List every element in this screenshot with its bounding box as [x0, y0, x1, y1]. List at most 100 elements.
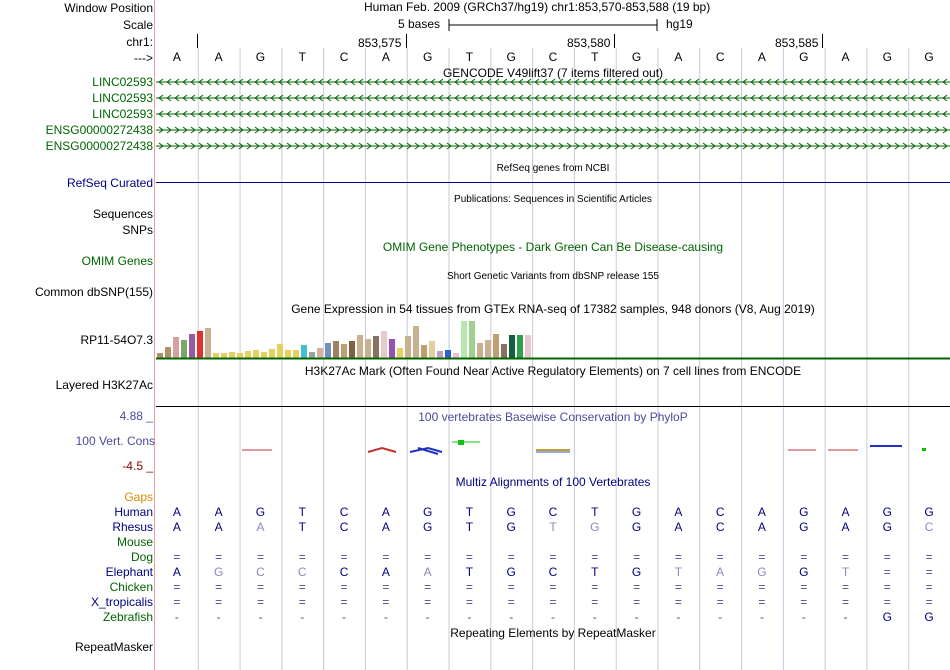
- multiz-base: T: [841, 565, 850, 579]
- multiz-base: =: [215, 595, 223, 609]
- gtex-bar: [341, 344, 347, 358]
- multiz-base: =: [925, 550, 933, 564]
- repeatmasker-track-label[interactable]: RepeatMasker: [74, 640, 153, 654]
- multiz-base: G: [924, 610, 934, 624]
- gencode-item-label[interactable]: LINC02593: [92, 107, 153, 121]
- multiz-base: A: [381, 505, 390, 519]
- multiz-base: -: [801, 610, 806, 624]
- multiz-species-label[interactable]: Elephant: [105, 565, 153, 579]
- snps-track-label[interactable]: SNPs: [122, 223, 153, 237]
- gtex-bar: [477, 343, 483, 358]
- gencode-item-feature[interactable]: [156, 123, 950, 137]
- reference-base: A: [381, 50, 390, 64]
- multiz-base: C: [715, 505, 725, 519]
- multiz-species-label[interactable]: Mouse: [116, 535, 153, 549]
- multiz-base: =: [465, 595, 473, 609]
- multiz-base: =: [674, 595, 682, 609]
- multiz-base: =: [883, 595, 891, 609]
- multiz-base: T: [674, 565, 683, 579]
- multiz-base: G: [214, 565, 224, 579]
- multiz-base: G: [506, 565, 516, 579]
- multiz-base: C: [297, 565, 307, 579]
- multiz-species-label[interactable]: Chicken: [109, 580, 153, 594]
- multiz-species-label[interactable]: Zebrafish: [102, 610, 153, 624]
- multiz-base: =: [842, 580, 850, 594]
- multiz-species-label[interactable]: Rhesus: [112, 520, 153, 534]
- sequences-track-label[interactable]: Sequences: [92, 207, 153, 221]
- h3k27ac-track-label[interactable]: Layered H3K27Ac: [55, 378, 153, 392]
- multiz-base: G: [924, 505, 934, 519]
- multiz-base: =: [465, 580, 473, 594]
- gtex-bar: [493, 334, 499, 358]
- multiz-base: G: [631, 520, 642, 534]
- reference-base: G: [255, 50, 266, 64]
- omim-track-label[interactable]: OMIM Genes: [81, 254, 153, 268]
- gtex-bar: [173, 337, 179, 358]
- multiz-base: =: [298, 595, 306, 609]
- multiz-base: G: [590, 520, 600, 534]
- reference-base: T: [465, 50, 474, 64]
- multiz-base: A: [172, 505, 181, 519]
- multiz-base: =: [591, 550, 599, 564]
- gencode-item-label[interactable]: LINC02593: [92, 75, 153, 89]
- refseq-track-label[interactable]: RefSeq Curated: [66, 176, 153, 190]
- reference-base: G: [422, 50, 433, 64]
- multiz-base: C: [548, 505, 558, 519]
- gtex-bar: [213, 353, 219, 358]
- multiz-track-title: Multiz Alignments of 100 Vertebrates: [455, 475, 651, 489]
- multiz-base: T: [465, 565, 474, 579]
- dbsnp-track-label[interactable]: Common dbSNP(155): [34, 285, 153, 299]
- multiz-species-label[interactable]: Human: [114, 505, 153, 519]
- gencode-item-feature[interactable]: [156, 91, 950, 105]
- multiz-species-label[interactable]: Dog: [130, 550, 153, 564]
- gencode-item-feature[interactable]: [156, 75, 950, 89]
- multiz-base: -: [551, 610, 555, 624]
- cons-track-label[interactable]: 100 Vert. Cons: [75, 434, 155, 448]
- gtex-bar: [293, 350, 299, 358]
- gencode-item-feature[interactable]: [156, 139, 950, 153]
- cons-marks: [242, 440, 926, 455]
- refseq-line: [156, 182, 950, 183]
- multiz-species-label[interactable]: X_tropicalis: [90, 595, 153, 609]
- gtex-bar: [429, 341, 435, 358]
- multiz-base: -: [759, 610, 764, 624]
- gtex-bar: [317, 348, 323, 358]
- multiz-base: =: [883, 550, 891, 564]
- multiz-base: =: [758, 595, 766, 609]
- gencode-item-label[interactable]: ENSG00000272438: [45, 139, 153, 153]
- gencode-item-feature[interactable]: [156, 107, 950, 121]
- multiz-base: A: [423, 565, 432, 579]
- multiz-base: G: [882, 520, 892, 534]
- multiz-base: =: [173, 580, 181, 594]
- multiz-base: =: [507, 595, 515, 609]
- cons-track-title: 100 vertebrates Basewise Conservation by…: [418, 410, 688, 424]
- gtex-bar: [413, 326, 419, 358]
- gtex-bar: [349, 341, 355, 358]
- reference-base: C: [548, 50, 558, 64]
- gtex-bar: [525, 335, 531, 358]
- gtex-bar: [365, 339, 371, 358]
- multiz-base: C: [256, 565, 265, 579]
- gtex-bar: [269, 349, 275, 358]
- multiz-base: =: [256, 580, 264, 594]
- gtex-bar: [397, 348, 403, 358]
- multiz-base: =: [716, 580, 724, 594]
- gtex-track-label[interactable]: RP11-54O7.3: [80, 333, 154, 347]
- multiz-base: =: [883, 580, 891, 594]
- multiz-base: =: [549, 595, 557, 609]
- gencode-item-label[interactable]: ENSG00000272438: [45, 123, 153, 137]
- multiz-base: T: [298, 505, 306, 519]
- gencode-item-label[interactable]: LINC02593: [92, 91, 153, 105]
- reference-base: A: [757, 50, 766, 64]
- multiz-base: =: [382, 580, 390, 594]
- multiz-base: C: [548, 565, 558, 579]
- multiz-base: A: [757, 505, 766, 519]
- multiz-base: =: [633, 595, 641, 609]
- gtex-bar: [261, 352, 267, 358]
- gtex-bar: [285, 350, 291, 358]
- multiz-base: G: [506, 520, 516, 534]
- multiz-base: =: [716, 595, 724, 609]
- gtex-bar: [325, 343, 331, 358]
- gtex-bar-chart[interactable]: [156, 316, 950, 360]
